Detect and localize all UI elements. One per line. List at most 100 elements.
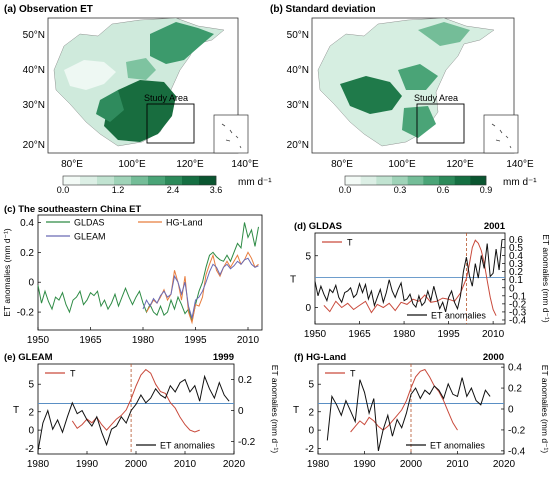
map-b-lat-label: 50°N (287, 30, 309, 41)
map-b-land (317, 18, 495, 147)
y-left-tick-label: -2 (305, 444, 314, 455)
map-standard-deviation: (b) Standard deviation Study Area 50°N 4… (270, 4, 537, 195)
x-tick-label: 1990 (76, 459, 99, 470)
series-line-et-anomalies (314, 239, 503, 313)
map-b-lon-label: 100°E (388, 159, 416, 170)
y-right-axis-label: ET anomalies (mm d⁻¹) (270, 365, 280, 454)
map-b-colorbar-tick: 0.0 (339, 185, 352, 195)
x-tick-label: 1965 (348, 329, 371, 340)
y-right-axis-label: ET anomalies (mm d⁻¹) (541, 234, 550, 323)
y-left-tick-label: 0 (308, 426, 314, 437)
colorbar-segment (97, 176, 115, 185)
map-a-colorbar-unit: mm d⁻¹ (238, 177, 272, 188)
map-b-lat-label: 30°N (287, 100, 309, 111)
panel-title: (e) GLEAM (4, 352, 53, 363)
y-right-tick-label: 0.2 (508, 384, 522, 395)
colorbar-outline (62, 175, 217, 186)
colorbar-outline (344, 175, 487, 186)
map-b-lat-label: 20°N (287, 140, 309, 151)
map-a-lat-label: 40°N (23, 65, 45, 76)
map-a-lon-label: 140°E (231, 159, 259, 170)
map-b-lon-label: 140°E (506, 159, 534, 170)
y-tick-label: 0 (28, 278, 34, 289)
y-right-tick-label: 0 (238, 406, 244, 417)
x-tick-label: 2010 (174, 459, 197, 470)
map-b-lon-label: 120°E (446, 159, 474, 170)
y-right-tick-label: 0.2 (509, 267, 523, 278)
legend-label-et: ET anomalies (160, 441, 215, 451)
series-line-t (71, 368, 200, 433)
x-tick-label: 2010 (446, 459, 469, 470)
colorbar-segment (376, 176, 393, 185)
colorbar-segment (423, 176, 440, 185)
chart-gleam: (e) GLEAM 1999 1980 1990 2000 2010 2020 -2 0 2 5 -0… (4, 352, 280, 470)
y-right-tick-label: 0 (509, 283, 515, 294)
y-right-tick-label: 0.2 (238, 375, 252, 386)
breakpoint-year-label: 2000 (483, 352, 504, 363)
y-left-axis-label: T (13, 405, 19, 416)
map-b-title: (b) Standard deviation (270, 4, 376, 15)
series-line-gleam (142, 257, 259, 319)
x-tick-label: 1980 (27, 459, 50, 470)
map-b-lat-label: 40°N (287, 65, 309, 76)
legend-label: GLEAM (74, 232, 106, 242)
series-line-t (323, 239, 497, 316)
x-tick-label: 2010 (482, 329, 505, 340)
y-left-tick-label: 0 (28, 426, 34, 437)
map-a-colorbar-tick: 1.2 (112, 185, 125, 195)
map-a-lon-label: 120°E (176, 159, 204, 170)
map-a-lon-label: 100°E (118, 159, 146, 170)
y-left-tick-label: 0 (305, 303, 311, 314)
map-a-lat-label: 30°N (23, 100, 45, 111)
panel-title: (d) GLDAS (294, 221, 342, 232)
panel-title: (f) HG-Land (294, 352, 346, 363)
colorbar-segment (182, 176, 200, 185)
map-a-study-area-label: Study Area (144, 93, 188, 103)
x-tick-label: 1990 (353, 459, 376, 470)
y-right-tick-label: 0.4 (508, 363, 522, 374)
y-left-axis-label: T (290, 275, 296, 286)
colorbar-segment (199, 176, 217, 185)
breakpoint-year-label: 2001 (484, 221, 506, 232)
map-b-region-southeast (402, 106, 436, 138)
colorbar-segment (80, 176, 98, 185)
map-a-colorbar-tick: 3.6 (210, 185, 223, 195)
chart-c-title: (c) The southeastern China ET (4, 204, 141, 215)
map-b-inset-islands (491, 123, 512, 149)
map-b-region-central (398, 64, 438, 90)
x-tick-label: 2000 (400, 459, 423, 470)
map-b-region-northeast (418, 22, 470, 46)
map-b-colorbar-tick: 0.3 (394, 185, 407, 195)
map-a-inset (213, 114, 249, 154)
y-right-axis-label: ET anomalies (mm d⁻¹) (540, 365, 550, 454)
map-a-colorbar-tick: 2.4 (167, 185, 180, 195)
y-tick-label: 0.2 (20, 248, 34, 259)
y-tick-label: -0.2 (17, 308, 35, 319)
legend-label: HG-Land (166, 218, 203, 228)
x-tick-label: 1995 (184, 335, 207, 346)
map-observation-et: (a) Observation ET Study Area 50°N 40°N … (4, 4, 272, 195)
y-right-tick-label: -0.4 (508, 446, 526, 457)
colorbar-segment (439, 176, 455, 185)
colorbar-segment (392, 176, 408, 185)
series-line-gldas (37, 222, 259, 322)
map-a-colorbar-tick: 0.0 (57, 185, 70, 195)
colorbar-segment (360, 176, 377, 185)
x-tick-label: 1995 (437, 329, 460, 340)
map-b-lon-label: 80°E (331, 159, 353, 170)
map-a-colorbar (62, 175, 217, 186)
colorbar-segment (165, 176, 183, 185)
y-right-tick-label: -0.2 (509, 299, 527, 310)
y-left-tick-label: 5 (28, 380, 34, 391)
colorbar-segment (148, 176, 166, 185)
colorbar-segment (454, 176, 471, 185)
y-left-tick-label: 5 (308, 380, 314, 391)
legend-label-t: T (350, 369, 356, 379)
map-b-colorbar-tick: 0.6 (437, 185, 450, 195)
y-left-axis-label: T (293, 405, 299, 416)
y-right-tick-label: 0.6 (509, 235, 523, 246)
map-a-lon-label: 80°E (61, 159, 83, 170)
map-b-colorbar-unit: mm d⁻¹ (503, 177, 537, 188)
